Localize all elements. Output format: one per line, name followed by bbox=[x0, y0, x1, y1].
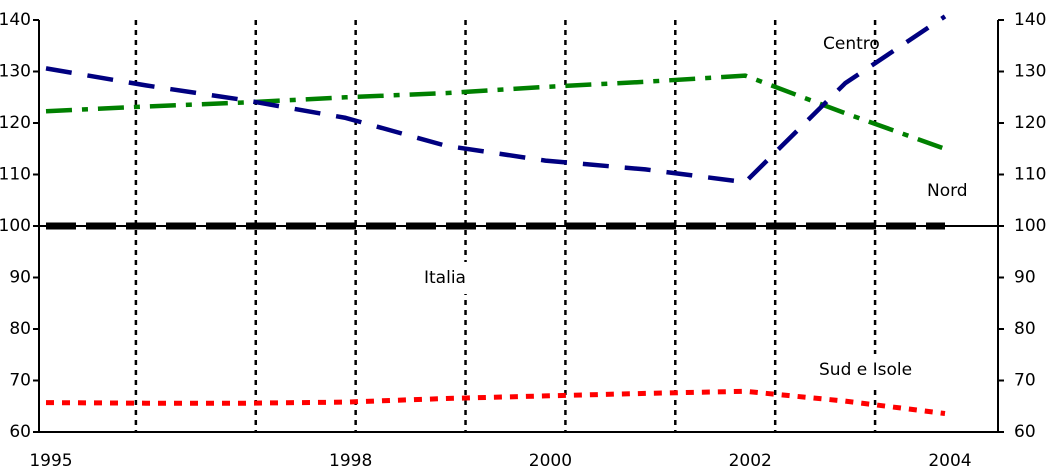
series-label-text: Nord bbox=[927, 181, 968, 201]
series-labels: Nord Centro Italia Sud e Isole bbox=[418, 34, 974, 386]
x-tick-label: 1998 bbox=[329, 451, 372, 471]
y-tick-label-right: 90 bbox=[1014, 268, 1036, 288]
y-tick-label-left: 110 bbox=[0, 165, 31, 185]
y-tick-label-left: 120 bbox=[0, 113, 31, 133]
y-tick-label-right: 130 bbox=[1014, 62, 1046, 82]
y-tick-label-left: 80 bbox=[9, 319, 31, 339]
series-lines bbox=[45, 14, 947, 416]
x-axis-ticks: 1995 1998 2000 2002 2004 bbox=[29, 451, 971, 471]
y-tick-label-left: 100 bbox=[0, 216, 31, 236]
y-tick-label-right: 60 bbox=[1014, 422, 1036, 442]
x-tick-label: 2004 bbox=[928, 451, 971, 471]
y-tick-label-right: 110 bbox=[1014, 165, 1046, 185]
series-line-sud-e-isole bbox=[45, 388, 946, 416]
y-tick-label-left: 130 bbox=[0, 62, 31, 82]
y-tick-label-right: 80 bbox=[1014, 319, 1036, 339]
series-label-background bbox=[813, 354, 919, 386]
series-label-text: Sud e Isole bbox=[819, 360, 912, 380]
y-tick-label-right: 140 bbox=[1014, 10, 1046, 30]
series-label-background bbox=[418, 262, 472, 294]
x-tick-label: 2000 bbox=[529, 451, 572, 471]
y-tick-label-left: 90 bbox=[9, 268, 31, 288]
x-tick-label: 1995 bbox=[29, 451, 72, 471]
series-label-text: Italia bbox=[424, 268, 466, 288]
y-tick-label-left: 140 bbox=[0, 10, 31, 30]
series-line-centro bbox=[45, 14, 947, 185]
series-label-italia: Italia bbox=[418, 262, 472, 294]
series-line-nord bbox=[45, 73, 946, 151]
axes bbox=[38, 20, 999, 433]
x-tick-label: 2002 bbox=[729, 451, 772, 471]
y-axis-right-ticks: 60 70 80 90 100 110 120 130 140 bbox=[998, 10, 1046, 442]
series-label-centro: Centro bbox=[823, 34, 880, 54]
y-tick-label-left: 60 bbox=[9, 422, 31, 442]
y-tick-label-left: 70 bbox=[9, 371, 31, 391]
series-label-sud-e-isole: Sud e Isole bbox=[813, 354, 919, 386]
y-axis-left-ticks: 60 70 80 90 100 110 120 130 140 bbox=[0, 10, 39, 442]
y-tick-label-right: 70 bbox=[1014, 371, 1036, 391]
y-tick-label-right: 100 bbox=[1014, 216, 1046, 236]
y-tick-label-right: 120 bbox=[1014, 113, 1046, 133]
series-label-nord: Nord bbox=[921, 175, 974, 207]
series-label-background bbox=[921, 175, 974, 207]
series-label-text: Centro bbox=[823, 34, 880, 54]
